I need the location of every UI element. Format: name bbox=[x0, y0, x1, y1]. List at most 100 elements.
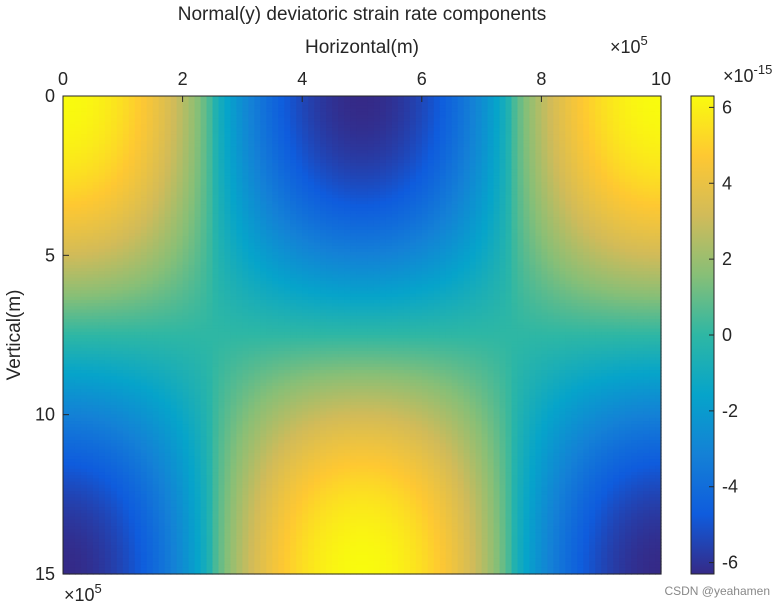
heatmap-cell bbox=[523, 121, 531, 126]
heatmap-cell bbox=[481, 131, 489, 135]
heatmap-cell bbox=[625, 99, 632, 103]
heatmap-cell bbox=[565, 105, 572, 110]
heatmap-cell bbox=[487, 118, 495, 123]
heatmap-cell bbox=[266, 124, 273, 129]
heatmap-cell bbox=[230, 127, 238, 132]
heatmap-cell bbox=[158, 99, 166, 103]
heatmap-cell bbox=[373, 140, 381, 145]
heatmap-cell bbox=[517, 134, 525, 139]
heatmap-cell bbox=[68, 111, 76, 116]
heatmap-cell bbox=[254, 131, 261, 135]
heatmap-cell bbox=[415, 127, 423, 132]
heatmap-cell bbox=[326, 124, 333, 129]
heatmap-cell bbox=[577, 137, 584, 142]
heatmap-cell bbox=[613, 105, 620, 110]
heatmap-cell bbox=[344, 140, 351, 145]
heatmap-cell bbox=[164, 140, 172, 145]
heatmap-cell bbox=[631, 131, 638, 135]
heatmap-cell bbox=[200, 140, 208, 145]
heatmap-cell bbox=[116, 108, 124, 113]
heatmap-cell bbox=[332, 108, 339, 113]
heatmap-cell bbox=[487, 127, 495, 132]
heatmap-cell bbox=[140, 146, 148, 151]
heatmap-cell bbox=[266, 105, 273, 110]
heatmap-cell bbox=[104, 140, 112, 145]
heatmap-cell bbox=[427, 143, 435, 148]
heatmap-cell bbox=[529, 137, 537, 142]
heatmap-cell bbox=[595, 140, 602, 145]
heatmap-cell bbox=[589, 118, 596, 123]
heatmap-cell bbox=[146, 143, 154, 148]
heatmap-cell bbox=[493, 121, 501, 126]
heatmap-cell bbox=[134, 134, 142, 139]
heatmap-cell bbox=[583, 96, 590, 100]
heatmap-cell bbox=[457, 105, 465, 110]
heatmap-cell bbox=[302, 99, 309, 103]
heatmap-cell bbox=[92, 137, 100, 142]
heatmap-cell bbox=[164, 111, 172, 116]
heatmap-cell bbox=[373, 99, 381, 103]
heatmap-cell bbox=[104, 108, 112, 113]
heatmap-cell bbox=[493, 111, 501, 116]
heatmap-cell bbox=[619, 102, 626, 107]
heatmap-cell bbox=[242, 102, 249, 107]
heatmap-cell bbox=[254, 108, 261, 113]
heatmap-cell bbox=[278, 96, 285, 100]
heatmap-cell bbox=[577, 96, 584, 100]
heatmap-cell bbox=[613, 127, 620, 132]
heatmap-cell bbox=[463, 131, 471, 135]
heatmap-cell bbox=[655, 127, 662, 132]
heatmap-cell bbox=[619, 121, 626, 126]
heatmap-cell bbox=[517, 99, 525, 103]
heatmap-cell bbox=[74, 143, 82, 148]
heatmap-cell bbox=[134, 143, 142, 148]
heatmap-cell bbox=[266, 143, 273, 148]
heatmap-cell bbox=[517, 121, 525, 126]
heatmap-cell bbox=[224, 99, 232, 103]
heatmap-cell bbox=[391, 96, 399, 100]
heatmap-cell bbox=[433, 143, 441, 148]
heatmap-cell bbox=[278, 105, 285, 110]
heatmap-cell bbox=[182, 121, 190, 126]
heatmap-cell bbox=[146, 146, 154, 151]
heatmap-cell bbox=[63, 108, 70, 113]
heatmap-cell bbox=[272, 115, 279, 119]
heatmap-cell bbox=[385, 121, 393, 126]
heatmap-cell bbox=[146, 140, 154, 145]
heatmap-cell bbox=[499, 111, 507, 116]
heatmap-cell bbox=[631, 108, 638, 113]
heatmap-cell bbox=[128, 146, 136, 151]
heatmap-cell bbox=[427, 99, 435, 103]
heatmap-cell bbox=[589, 111, 596, 116]
heatmap-cell bbox=[481, 137, 489, 142]
heatmap-cell bbox=[577, 108, 584, 113]
heatmap-cell bbox=[613, 140, 620, 145]
heatmap-cell bbox=[439, 96, 447, 100]
heatmap-cell bbox=[206, 124, 214, 129]
heatmap-cell bbox=[487, 121, 495, 126]
heatmap-cell bbox=[499, 115, 507, 119]
heatmap-cell bbox=[164, 96, 172, 100]
heatmap-cell bbox=[391, 124, 399, 129]
heatmap-cell bbox=[158, 118, 166, 123]
heatmap-cell bbox=[547, 140, 554, 145]
heatmap-cell bbox=[385, 99, 393, 103]
heatmap-cell bbox=[350, 105, 357, 110]
heatmap-cell bbox=[296, 111, 303, 116]
heatmap-cell bbox=[218, 143, 226, 148]
heatmap-cell bbox=[529, 127, 537, 132]
heatmap-cell bbox=[260, 121, 267, 126]
heatmap-cell bbox=[350, 118, 357, 123]
heatmap-cell bbox=[373, 102, 381, 107]
heatmap-cell bbox=[367, 115, 375, 119]
heatmap-cell bbox=[379, 121, 387, 126]
heatmap-cell bbox=[523, 134, 531, 139]
heatmap-cell bbox=[421, 127, 429, 132]
heatmap-cell bbox=[266, 99, 273, 103]
heatmap-cell bbox=[445, 134, 453, 139]
heatmap-cell bbox=[104, 124, 112, 129]
heatmap-cell bbox=[308, 102, 315, 107]
heatmap-cell bbox=[146, 118, 154, 123]
heatmap-cell bbox=[158, 124, 166, 129]
heatmap-cell bbox=[164, 137, 172, 142]
